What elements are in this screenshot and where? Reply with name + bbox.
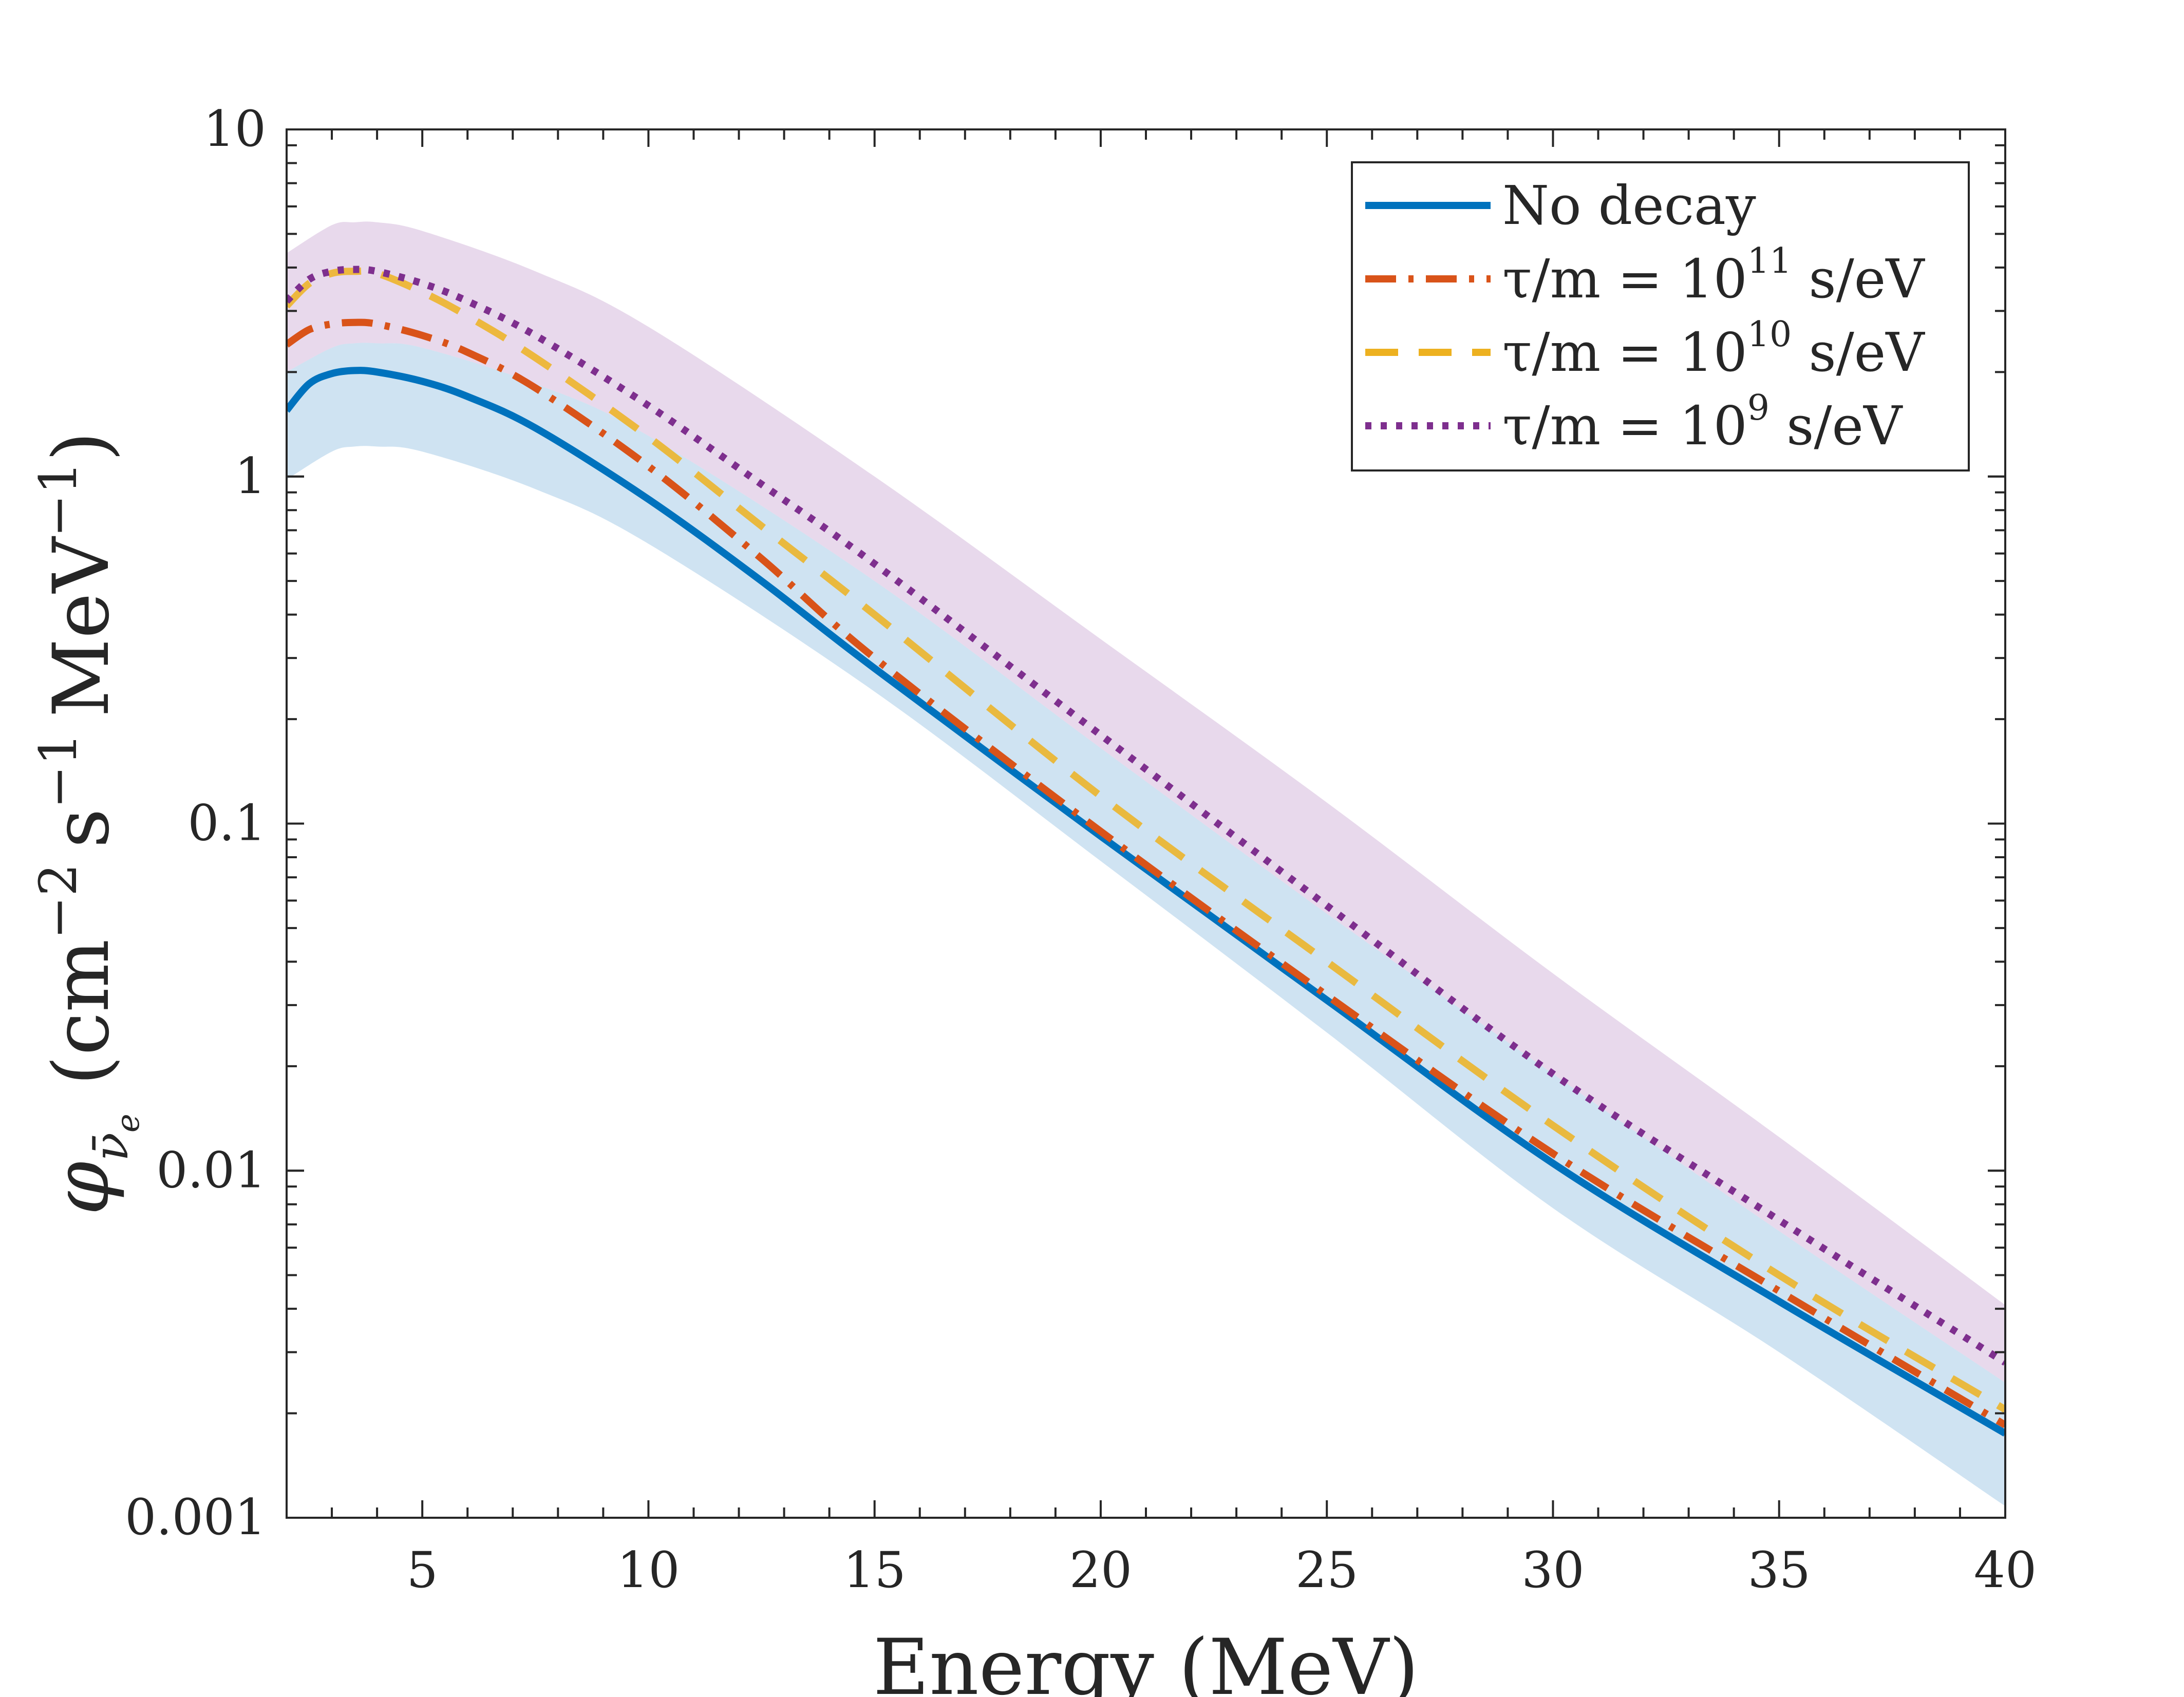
y-axis-title: φν̄e(cm−2s−1MeV−1) [28,431,146,1215]
x-tick-label: 35 [1748,1541,1811,1599]
y-title-units-close: ) [37,431,126,462]
y-title-subsubscript: e [109,1114,146,1133]
y-title-units-open: (cm [37,939,126,1086]
legend-label-0: No decay [1502,174,1756,237]
series-line-2 [287,267,2005,1413]
y-title-exp2: −1 [28,733,88,808]
y-tick-label: 0.001 [125,1488,266,1546]
legend-label-3: τ/m = 109 s/eV [1502,388,1903,457]
band-1 [287,221,2005,1383]
y-tick-label: 1 [235,447,266,505]
svg-text:φν̄e(cm−2s−1MeV−1): φν̄e(cm−2s−1MeV−1) [28,431,146,1215]
legend-label-1: τ/m = 1011 s/eV [1502,241,1925,310]
y-title-subscript: ν̄ [84,1133,139,1161]
x-tick-label: 15 [843,1541,906,1599]
series-line-0 [287,367,2005,1437]
x-tick-labels: 5 10 15 20 25 30 35 40 [407,1541,2037,1599]
legend-label-2: τ/m = 1010 s/eV [1502,314,1925,384]
y-title-exp1: −2 [28,863,88,939]
x-tick-label: 10 [617,1541,680,1599]
y-title-units-mev: MeV [37,536,126,717]
series-line-1 [287,318,2005,1428]
y-title-exp3: −1 [28,462,88,537]
y-tick-labels: 0.001 0.01 0.1 1 10 [125,100,266,1546]
x-tick-label: 25 [1295,1541,1358,1599]
x-tick-label: 5 [407,1541,438,1599]
x-tick-label: 30 [1521,1541,1584,1599]
axis-ticks [286,128,2006,1519]
band-0 [287,343,2005,1506]
series-lines [287,266,2005,1437]
y-tick-label: 0.01 [156,1141,266,1199]
y-title-units-s: s [37,808,126,848]
y-tick-label: 0.1 [187,795,266,852]
legend-box [1351,161,1970,472]
y-tick-label: 10 [203,100,266,158]
x-tick-label: 40 [1974,1541,2037,1599]
x-tick-label: 20 [1069,1541,1132,1599]
x-axis-title: Energy (MeV) [873,1623,1419,1697]
uncertainty-bands [287,221,2005,1506]
y-title-symbol: φ [37,1161,126,1215]
series-line-3 [287,266,2005,1366]
